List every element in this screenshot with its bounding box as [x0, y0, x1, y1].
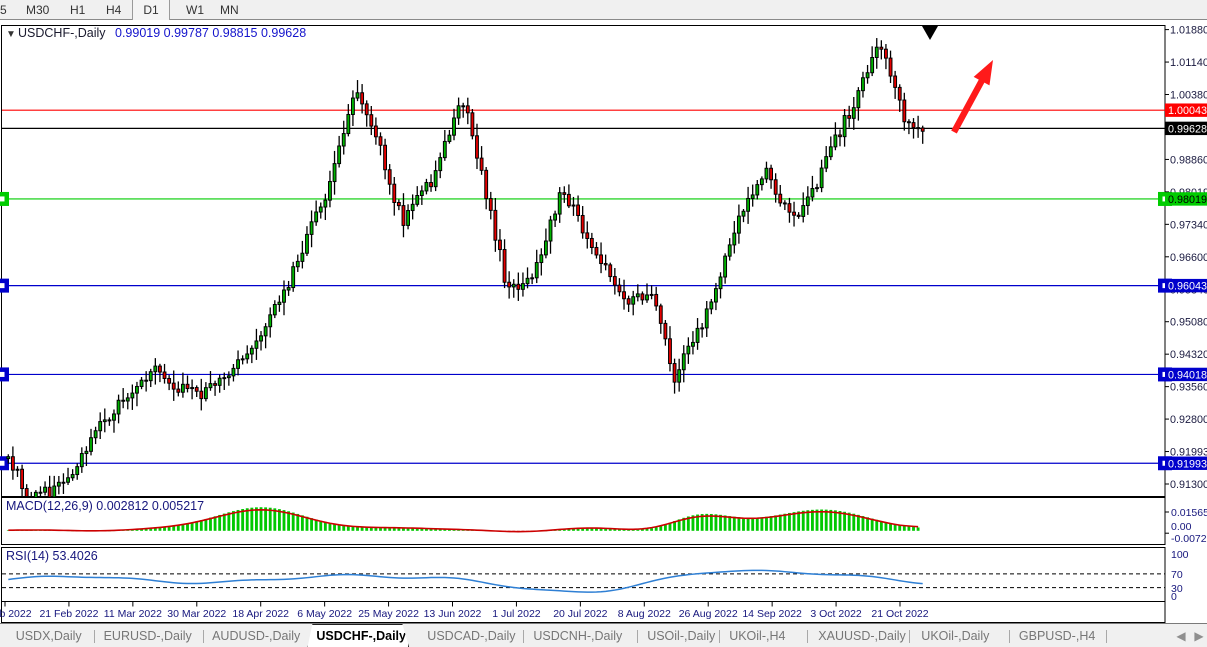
svg-text:RSI(14) 53.4026: RSI(14) 53.4026	[6, 549, 98, 563]
svg-text:0.95080: 0.95080	[1170, 317, 1207, 329]
svg-text:20 Jul 2022: 20 Jul 2022	[553, 608, 607, 620]
svg-text:8 Aug 2022: 8 Aug 2022	[618, 608, 671, 620]
svg-text:0.99019 0.99787 0.98815 0.9962: 0.99019 0.99787 0.98815 0.99628	[115, 26, 306, 40]
svg-text:25 May 2022: 25 May 2022	[358, 608, 419, 620]
svg-text:0.00: 0.00	[1171, 521, 1192, 533]
svg-text:30 Mar 2022: 30 Mar 2022	[167, 608, 226, 620]
svg-text:6 May 2022: 6 May 2022	[297, 608, 352, 620]
svg-text:1.01880: 1.01880	[1170, 25, 1207, 37]
svg-text:14 Sep 2022: 14 Sep 2022	[742, 608, 802, 620]
svg-text:0.91993: 0.91993	[1168, 458, 1207, 470]
svg-text:0.98860: 0.98860	[1170, 154, 1207, 166]
svg-text:0.015654: 0.015654	[1171, 507, 1207, 519]
svg-text:2 Feb 2022: 2 Feb 2022	[0, 608, 32, 620]
svg-text:21 Feb 2022: 21 Feb 2022	[39, 608, 98, 620]
svg-text:1.00043: 1.00043	[1168, 105, 1207, 117]
svg-text:MACD(12,26,9) 0.002812 0.00521: MACD(12,26,9) 0.002812 0.005217	[6, 499, 204, 513]
svg-text:USDCHF-,Daily: USDCHF-,Daily	[18, 26, 106, 40]
svg-text:3 Oct 2022: 3 Oct 2022	[810, 608, 862, 620]
svg-text:18 Apr 2022: 18 Apr 2022	[232, 608, 289, 620]
svg-text:1 Jul 2022: 1 Jul 2022	[492, 608, 541, 620]
svg-text:13 Jun 2022: 13 Jun 2022	[424, 608, 482, 620]
svg-text:▼: ▼	[6, 29, 16, 40]
svg-text:0.93560: 0.93560	[1170, 382, 1207, 394]
svg-text:0.94320: 0.94320	[1170, 349, 1207, 361]
svg-text:0: 0	[1171, 591, 1177, 603]
svg-text:0.98019: 0.98019	[1168, 194, 1207, 206]
svg-text:0.96043: 0.96043	[1168, 281, 1207, 293]
svg-text:0.91300: 0.91300	[1170, 479, 1207, 491]
svg-text:100: 100	[1171, 549, 1189, 561]
svg-text:11 Mar 2022: 11 Mar 2022	[104, 608, 162, 620]
svg-text:1.00380: 1.00380	[1170, 90, 1207, 102]
svg-text:0.96600: 0.96600	[1170, 252, 1207, 264]
svg-text:0.92800: 0.92800	[1170, 414, 1207, 426]
svg-text:-0.007259: -0.007259	[1171, 533, 1207, 545]
svg-text:0.99628: 0.99628	[1168, 123, 1207, 135]
svg-text:0.94018: 0.94018	[1168, 369, 1207, 381]
svg-text:70: 70	[1171, 569, 1183, 581]
svg-text:1.01140: 1.01140	[1170, 57, 1207, 69]
svg-text:0.97340: 0.97340	[1170, 219, 1207, 231]
svg-text:26 Aug 2022: 26 Aug 2022	[679, 608, 738, 620]
svg-text:21 Oct 2022: 21 Oct 2022	[871, 608, 928, 620]
